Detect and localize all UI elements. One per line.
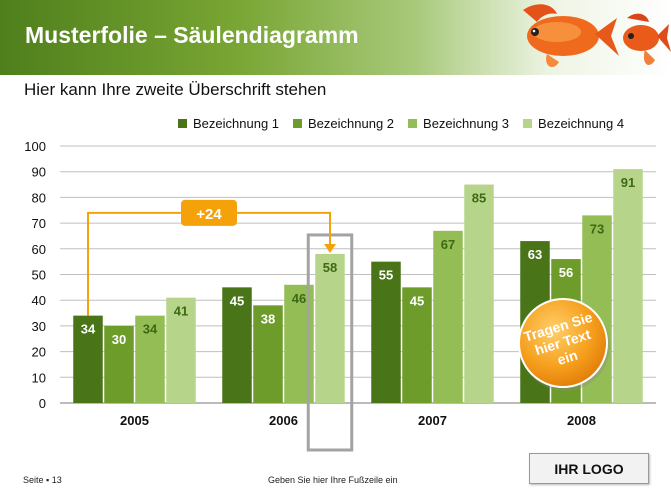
data-label: 73 — [590, 221, 604, 236]
badge-text-line: ein — [555, 347, 579, 368]
data-label: 45 — [230, 293, 244, 308]
legend-item: Bezeichnung 2 — [293, 116, 394, 131]
bar — [464, 184, 494, 403]
y-tick-label: 90 — [32, 165, 46, 180]
legend-label: Bezeichnung 3 — [423, 116, 510, 131]
difference-label: +24 — [196, 206, 222, 223]
legend-item: Bezeichnung 4 — [523, 116, 624, 131]
y-tick-label: 0 — [39, 396, 46, 411]
goldfish-image — [523, 4, 671, 68]
x-tick-label: 2008 — [567, 413, 596, 428]
y-tick-label: 50 — [32, 268, 46, 283]
subheading: Hier kann Ihre zweite Überschrift stehen — [24, 80, 327, 99]
legend-swatch — [293, 119, 303, 128]
bar — [253, 305, 283, 403]
y-tick-label: 10 — [32, 370, 46, 385]
y-tick-label: 60 — [32, 242, 46, 257]
bar — [222, 287, 252, 403]
data-label: 34 — [81, 322, 96, 337]
callout-badge — [518, 298, 608, 388]
y-tick-label: 80 — [32, 190, 46, 205]
legend-label: Bezeichnung 1 — [193, 116, 280, 131]
arrow-head-icon — [324, 243, 336, 253]
x-tick-label: 2007 — [418, 413, 447, 428]
slide-title: Musterfolie – Säulendiagramm — [25, 22, 359, 48]
data-label: 91 — [621, 175, 635, 190]
data-label: 63 — [528, 247, 542, 262]
bar — [135, 315, 165, 403]
bar — [73, 315, 103, 403]
data-label: 56 — [559, 265, 573, 280]
data-label: 85 — [472, 191, 486, 206]
footer-text: Geben Sie hier Ihre Fußzeile ein — [268, 475, 398, 485]
y-tick-label: 20 — [32, 345, 46, 360]
y-tick-label: 70 — [32, 216, 46, 231]
legend-item: Bezeichnung 3 — [408, 116, 509, 131]
legend-item: Bezeichnung 1 — [178, 116, 279, 131]
bar — [433, 230, 463, 403]
bar — [166, 297, 196, 403]
legend-swatch — [523, 119, 533, 128]
data-label: 58 — [323, 260, 337, 275]
legend-swatch — [178, 119, 187, 128]
data-label: 45 — [410, 293, 424, 308]
legend-swatch — [408, 119, 418, 128]
bar — [371, 261, 401, 403]
bar — [315, 253, 345, 403]
logo-placeholder: IHR LOGO — [529, 453, 649, 484]
difference-badge — [181, 199, 237, 226]
bar — [402, 287, 432, 403]
page-number: Seite ▪ 13 — [23, 475, 62, 485]
header-banner: Musterfolie – Säulendiagramm — [0, 0, 671, 75]
data-label: 67 — [441, 237, 455, 252]
chart-legend: Bezeichnung 1 Bezeichnung 2 Bezeichnung … — [178, 116, 624, 131]
x-tick-label: 2005 — [120, 413, 149, 428]
y-tick-label: 40 — [32, 293, 46, 308]
data-label: 38 — [261, 311, 275, 326]
bar — [104, 325, 134, 403]
y-tick-label: 30 — [32, 319, 46, 334]
data-label: 30 — [112, 332, 126, 347]
data-label: 46 — [292, 291, 306, 306]
data-label: 55 — [379, 268, 393, 283]
data-label: 41 — [174, 304, 188, 319]
legend-label: Bezeichnung 4 — [538, 116, 625, 131]
legend-label: Bezeichnung 2 — [308, 116, 395, 131]
bar — [613, 169, 643, 403]
x-tick-label: 2006 — [269, 413, 298, 428]
y-tick-label: 100 — [24, 139, 46, 154]
data-label: 34 — [143, 322, 158, 337]
